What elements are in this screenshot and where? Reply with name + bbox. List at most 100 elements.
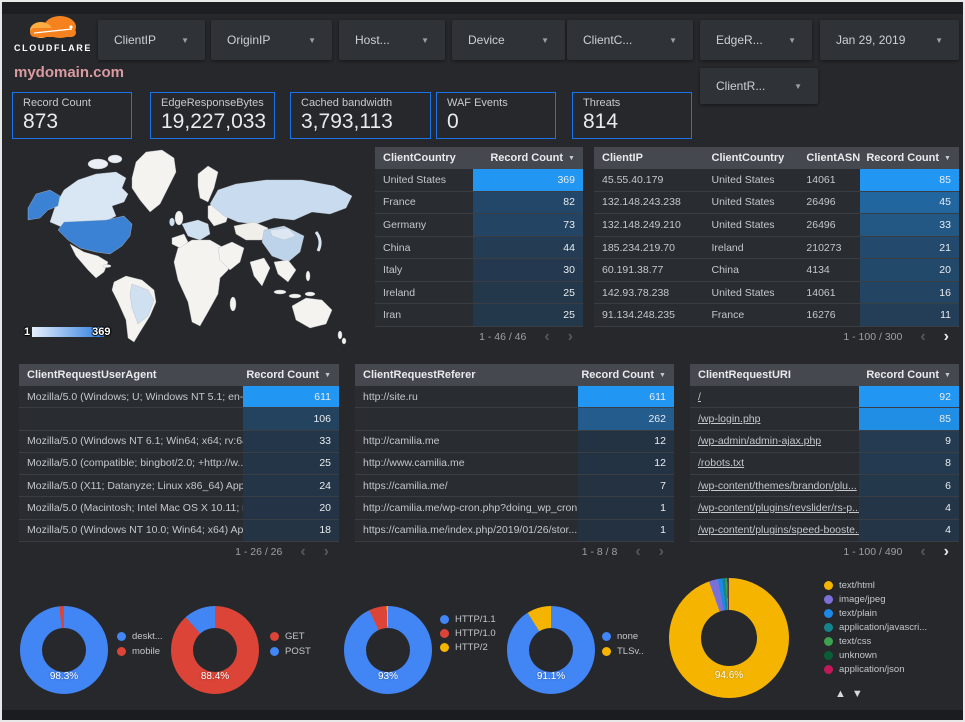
column-header-clientrequestreferer[interactable]: ClientRequestReferer bbox=[355, 369, 578, 381]
table-row: China 44 bbox=[375, 236, 583, 260]
donut-hole bbox=[701, 610, 757, 666]
cell-text: 91.134.248.235 bbox=[602, 309, 675, 322]
legend-label: deskt... bbox=[132, 631, 163, 642]
table-row: 60.191.38.77 China 4134 20 bbox=[594, 259, 959, 282]
uri-link[interactable]: /wp-content/plugins/revslider/rs-p... bbox=[698, 502, 860, 515]
table-cell: 45.55.40.179 bbox=[594, 169, 704, 191]
filter-chip-clientc-label: ClientC... bbox=[583, 33, 633, 47]
cell-text: 611 bbox=[649, 390, 666, 403]
cell-text: 14061 bbox=[806, 286, 836, 299]
donut-hole bbox=[193, 628, 237, 672]
legend-item-text-html: text/html bbox=[824, 580, 927, 591]
column-header-label: ClientIP bbox=[602, 152, 643, 164]
column-header-record-count[interactable]: Record Count ▼ bbox=[860, 152, 959, 164]
cell-text: United States bbox=[711, 218, 775, 231]
table-cell: United States bbox=[704, 169, 799, 191]
column-header-clientasn[interactable]: ClientASN bbox=[798, 152, 860, 164]
table-user-agent: ClientRequestUserAgent Record Count ▼ Mozil… bbox=[19, 364, 339, 562]
filter-chip-device[interactable]: Device ▼ bbox=[452, 20, 565, 60]
column-header-record-count[interactable]: Record Count ▼ bbox=[578, 369, 674, 381]
table-row: 142.93.78.238 United States 14061 16 bbox=[594, 281, 959, 305]
pagination-range: 1 - 46 / 46 bbox=[479, 331, 527, 343]
table-uri: ClientRequestURI Record Count ▼ / 92/wp-logi… bbox=[690, 364, 959, 562]
filter-chip-clientc[interactable]: ClientC... ▼ bbox=[567, 20, 693, 60]
filter-chip-originip[interactable]: OriginIP ▼ bbox=[211, 20, 332, 60]
cell-text: 611 bbox=[314, 390, 331, 403]
next-page-icon[interactable]: › bbox=[943, 328, 949, 345]
cell-text: 4 bbox=[945, 524, 951, 537]
table-header: ClientCountry Record Count ▼ bbox=[375, 147, 583, 169]
legend-scroll-up-icon[interactable]: ▲ bbox=[835, 688, 846, 700]
next-page-icon[interactable]: › bbox=[567, 328, 573, 345]
next-page-icon[interactable]: › bbox=[943, 543, 949, 560]
table-cell: /wp-login.php bbox=[690, 408, 859, 429]
legend-dot-icon bbox=[440, 615, 449, 624]
column-header-clientcountry[interactable]: ClientCountry bbox=[375, 152, 473, 164]
uri-link[interactable]: /robots.txt bbox=[698, 457, 745, 470]
column-header-clientrequestuseragent[interactable]: ClientRequestUserAgent bbox=[19, 369, 243, 381]
table-cell: http://site.ru bbox=[355, 386, 578, 407]
filter-chip-clientip[interactable]: ClientIP ▼ bbox=[98, 20, 205, 60]
column-header-clientcountry[interactable]: ClientCountry bbox=[704, 152, 799, 164]
table-row: Mozilla/5.0 (Windows NT 6.1; Win64; x64;… bbox=[19, 430, 339, 453]
uri-link[interactable]: /wp-content/themes/brandon/plu... bbox=[698, 479, 857, 492]
cell-text: 20 bbox=[319, 502, 331, 515]
date-range-filter[interactable]: Jan 29, 2019 ▼ bbox=[820, 20, 959, 60]
table-cell: Italy bbox=[375, 259, 473, 281]
prev-page-icon[interactable]: ‹ bbox=[920, 328, 926, 345]
table-row: Mozilla/5.0 (Windows; U; Windows NT 5.1;… bbox=[19, 386, 339, 409]
uri-link[interactable]: /wp-login.php bbox=[698, 412, 761, 425]
legend-dot-icon bbox=[824, 609, 833, 618]
table-row: Italy 30 bbox=[375, 259, 583, 282]
next-page-icon[interactable]: › bbox=[658, 543, 664, 560]
legend-max: 369 bbox=[92, 326, 111, 338]
column-header-label: Record Count bbox=[490, 152, 564, 164]
table-cell: United States bbox=[704, 214, 799, 236]
legend-http-method: GET POST bbox=[270, 631, 311, 661]
legend-item-post: POST bbox=[270, 646, 311, 657]
column-header-record-count[interactable]: Record Count ▼ bbox=[859, 369, 959, 381]
prev-page-icon[interactable]: ‹ bbox=[544, 328, 550, 345]
table-header: ClientRequestURI Record Count ▼ bbox=[690, 364, 959, 386]
legend-label: HTTP/1.1 bbox=[455, 614, 496, 625]
prev-page-icon[interactable]: ‹ bbox=[300, 543, 306, 560]
column-header-record-count[interactable]: Record Count ▼ bbox=[473, 152, 583, 164]
uri-link[interactable]: /wp-admin/admin-ajax.php bbox=[698, 435, 822, 448]
table-cell: Mozilla/5.0 (Windows NT 10.0; Win64; x64… bbox=[19, 520, 243, 541]
filter-chip-clientr[interactable]: ClientR... ▼ bbox=[700, 68, 818, 104]
legend-item-text-css: text/css bbox=[824, 636, 927, 647]
column-header-clientip[interactable]: ClientIP bbox=[594, 152, 704, 164]
cell-text: 8 bbox=[945, 457, 951, 470]
scorecard-label: Cached bandwidth bbox=[301, 97, 393, 109]
column-header-label: ClientRequestUserAgent bbox=[27, 369, 157, 381]
table-body: 45.55.40.179 United States 14061 85 132.148.… bbox=[594, 169, 959, 328]
record-count-cell: 30 bbox=[472, 259, 583, 281]
uri-link[interactable]: / bbox=[698, 390, 701, 403]
table-cell: 14061 bbox=[798, 282, 860, 304]
cell-text: 185.234.219.70 bbox=[602, 241, 675, 254]
legend-scroll-down-icon[interactable]: ▼ bbox=[851, 688, 863, 700]
table-cell: /robots.txt bbox=[690, 453, 859, 474]
column-header-label: ClientASN bbox=[806, 152, 861, 164]
prev-page-icon[interactable]: ‹ bbox=[635, 543, 641, 560]
filter-chip-edger[interactable]: EdgeR... ▼ bbox=[700, 20, 812, 60]
cell-text: 60.191.38.77 bbox=[602, 264, 664, 277]
filter-chip-host[interactable]: Host... ▼ bbox=[339, 20, 445, 60]
column-header-record-count[interactable]: Record Count ▼ bbox=[243, 369, 339, 381]
column-header-clientrequesturi[interactable]: ClientRequestURI bbox=[690, 369, 859, 381]
cell-text: China bbox=[711, 264, 739, 277]
legend-item-unknown: unknown bbox=[824, 650, 927, 661]
table-body: http://site.ru 611 262 http://camilia.me 12 h… bbox=[355, 386, 674, 542]
table-row: 45.55.40.179 United States 14061 85 bbox=[594, 169, 959, 192]
cell-text: 21 bbox=[939, 241, 951, 254]
table-cell: United States bbox=[375, 169, 473, 191]
table-cell: Iran bbox=[375, 304, 473, 326]
record-count-cell: 25 bbox=[472, 304, 583, 327]
uri-link[interactable]: /wp-content/plugins/speed-booste... bbox=[698, 524, 860, 537]
table-cell: United States bbox=[704, 282, 799, 304]
cell-text: 4 bbox=[945, 502, 951, 515]
legend-item-text-plain: text/plain bbox=[824, 608, 927, 619]
next-page-icon[interactable]: › bbox=[323, 543, 329, 560]
prev-page-icon[interactable]: ‹ bbox=[920, 543, 926, 560]
table-row: Mozilla/5.0 (Macintosh; Intel Mac OS X 1… bbox=[19, 497, 339, 520]
